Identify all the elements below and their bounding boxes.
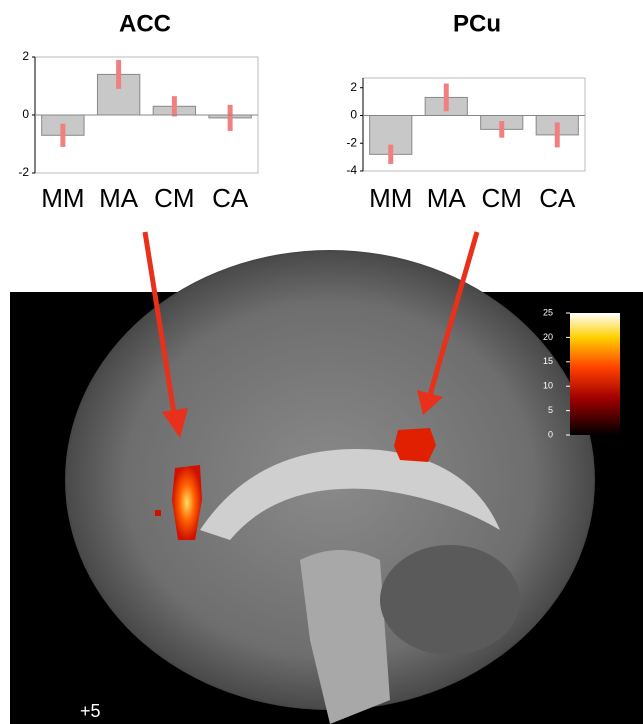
colorbar-tick-label: 20 xyxy=(543,332,553,342)
y-tick-label: -2 xyxy=(346,135,357,149)
brainstem xyxy=(300,550,390,724)
acc-activation-speck xyxy=(155,510,161,516)
colorbar-tick-label: 15 xyxy=(543,356,553,366)
bar xyxy=(96,73,141,116)
colorbar-tick-label: 0 xyxy=(548,429,553,439)
chart-title: ACC xyxy=(119,10,171,37)
arrows xyxy=(142,231,480,438)
acc-arrowhead xyxy=(162,408,188,438)
x-tick-label: MM xyxy=(369,183,412,213)
pcu-arrowhead xyxy=(417,390,443,415)
x-tick-label: MA xyxy=(427,183,467,213)
colorbar-tick-label: 5 xyxy=(548,405,553,415)
y-tick-label: -2 xyxy=(18,165,29,179)
y-tick-label: 0 xyxy=(350,108,357,122)
colorbar-tick-label: 10 xyxy=(543,381,553,391)
y-tick-label: 2 xyxy=(22,49,29,63)
x-tick-label: MA xyxy=(99,183,139,213)
x-tick-label: CM xyxy=(154,183,194,213)
x-tick-label: CA xyxy=(212,183,249,213)
corpus-callosum xyxy=(200,449,500,540)
y-tick-label: 0 xyxy=(22,107,29,121)
chart-title: PCu xyxy=(453,10,501,37)
x-tick-label: CA xyxy=(539,183,576,213)
brain-image: +5 xyxy=(10,250,643,724)
acc-arrow xyxy=(142,231,178,421)
colorbar-tick-label: 25 xyxy=(543,307,553,317)
pcu-activation xyxy=(394,428,436,462)
y-tick-label: 2 xyxy=(350,80,357,94)
colorbar xyxy=(570,313,620,435)
cerebellum xyxy=(380,545,520,655)
x-tick-label: CM xyxy=(482,183,522,213)
y-tick-label: -4 xyxy=(346,163,357,177)
pcu-arrow xyxy=(427,231,480,396)
x-tick-label: MM xyxy=(41,183,84,213)
slice-label: +5 xyxy=(80,701,101,721)
acc-activation xyxy=(172,465,202,540)
